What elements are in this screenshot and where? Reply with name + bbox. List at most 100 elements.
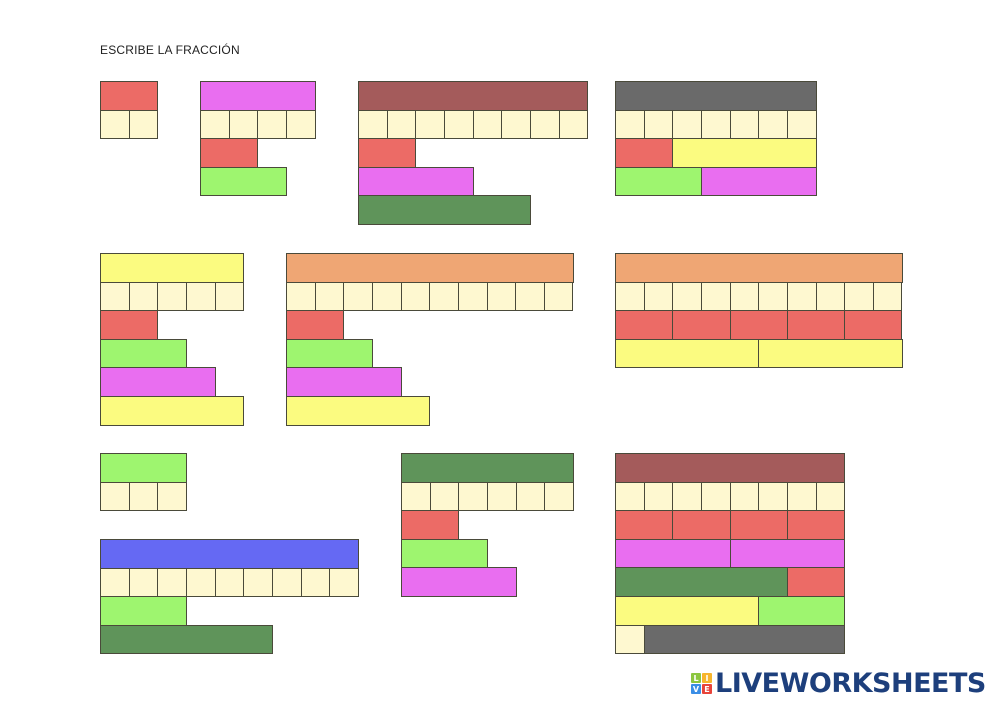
fraction-segment [615,253,903,283]
fraction-segment [286,396,431,426]
unit-cell [758,281,788,312]
fraction-segment [672,510,731,540]
unit-cell [128,567,159,598]
fraction-segment [100,253,245,283]
unit-cell [443,109,474,140]
unit-cell [128,281,159,312]
logo-tile: L [691,673,701,683]
unit-cell [615,281,645,312]
unit-cell [271,567,302,598]
fraction-segment [643,624,846,655]
fraction-segment [615,310,674,340]
unit-cell [429,281,459,312]
unit-cell [844,281,874,312]
unit-cell [700,281,731,312]
unit-cell [615,481,645,512]
unit-cell [329,567,359,598]
fraction-segment [844,310,903,340]
logo-tiles-icon: L I V E [691,673,712,694]
unit-cell [128,481,159,512]
fraction-segment [200,81,316,111]
liveworksheets-logo: L I V E LIVEWORKSHEETS [691,668,986,699]
unit-cell [157,281,187,312]
fraction-segment [786,510,846,540]
unit-cell [558,109,589,140]
fraction-segment [200,166,287,197]
unit-cell [128,109,159,140]
unit-cell [758,109,788,140]
unit-cell [157,567,187,598]
unit-cell [429,481,460,512]
unit-cell [343,281,373,312]
unit-cell [786,281,817,312]
fraction-segment [615,596,760,626]
logo-tile: E [702,684,712,694]
fraction-segment [286,310,345,340]
unit-cell [700,481,731,512]
unit-cell [401,481,431,512]
fraction-segment [286,253,574,283]
unit-cell [314,281,345,312]
fraction-segment [100,367,216,397]
fraction-segment [758,338,903,369]
unit-cell [672,109,702,140]
fraction-segment [758,596,846,626]
unit-cell [285,109,316,140]
fraction-segment [286,367,402,397]
unit-cell [100,481,130,512]
unit-cell [243,567,273,598]
fraction-segment [358,195,531,225]
fraction-segment [100,396,245,426]
unit-cell [786,109,817,140]
unit-cell [729,109,760,140]
unit-cell [729,281,760,312]
unit-cell [100,567,130,598]
fraction-segment [286,338,373,369]
unit-cell [386,109,417,140]
unit-cell [615,109,645,140]
unit-cell [185,567,216,598]
fraction-segment [358,81,589,111]
fraction-segment [672,310,731,340]
unit-cell [872,281,903,312]
fraction-segment [100,624,273,655]
fraction-segment [401,567,517,597]
unit-cell [815,281,846,312]
fraction-segment [615,81,817,111]
fraction-segment [200,138,259,168]
fraction-segment [615,538,731,569]
fraction-segment [786,310,846,340]
unit-cell [672,281,702,312]
unit-cell [672,481,702,512]
unit-cell [358,109,388,140]
unit-cell [200,109,230,140]
unit-cell [415,109,445,140]
unit-cell [214,281,245,312]
fraction-segment [358,166,474,197]
logo-text: LIVEWORKSHEETS [715,668,986,699]
unit-cell [300,567,331,598]
unit-cell [371,281,402,312]
unit-cell [257,109,287,140]
unit-cell [457,281,488,312]
fraction-segment [672,138,817,168]
unit-cell [729,481,760,512]
fraction-segment [729,538,846,569]
worksheet-title: ESCRIBE LA FRACCIÓN [100,43,240,57]
fraction-segment [358,138,417,168]
unit-cell [643,281,674,312]
unit-cell [815,481,846,512]
fraction-segment [729,310,788,340]
unit-cell [529,109,560,140]
unit-cell [228,109,259,140]
fraction-segment [615,138,674,168]
unit-cell [515,481,546,512]
unit-cell [700,109,731,140]
fraction-segment [729,510,788,540]
fraction-segment [401,510,460,540]
logo-tile: V [691,684,701,694]
unit-cell [515,281,545,312]
unit-cell [786,481,817,512]
fraction-segment [100,539,359,569]
